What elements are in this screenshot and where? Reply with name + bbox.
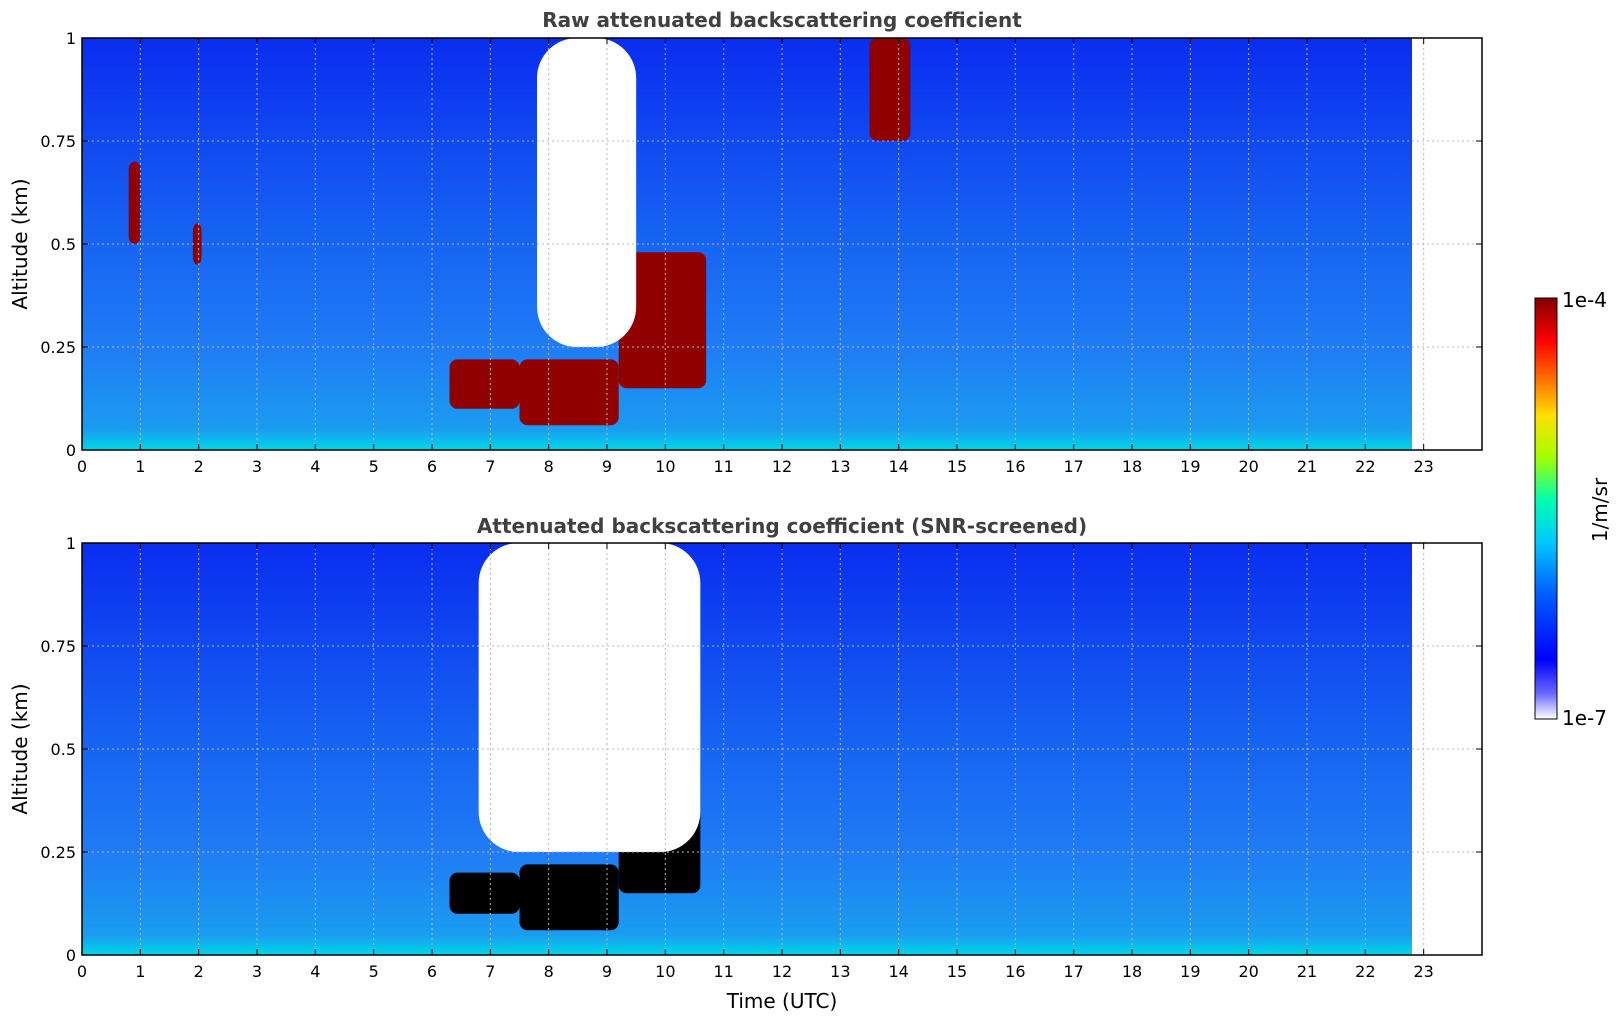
x-tick-label: 23	[1413, 457, 1433, 476]
x-tick-label: 8	[544, 457, 554, 476]
x-tick-label: 10	[655, 962, 675, 981]
x-tick-label: 2	[194, 962, 204, 981]
x-tick-label: 15	[947, 457, 967, 476]
x-axis-label: Time (UTC)	[726, 989, 838, 1013]
y-tick-label: 0	[66, 946, 76, 965]
x-tick-label: 16	[1005, 962, 1025, 981]
y-tick-label: 0.75	[40, 637, 76, 656]
x-tick-label: 21	[1297, 962, 1317, 981]
y-tick-label: 0.5	[51, 235, 76, 254]
colorbar: 1e-4 1e-7 1/m/sr	[1534, 288, 1612, 730]
y-tick-label: 0.25	[40, 843, 76, 862]
x-tick-label: 13	[830, 457, 850, 476]
y-tick-label: 1	[66, 29, 76, 48]
colorbar-max-label: 1e-4	[1562, 288, 1607, 312]
x-tick-label: 3	[252, 962, 262, 981]
x-tick-label: 9	[602, 962, 612, 981]
heatmap-feature-saturated	[519, 864, 619, 931]
x-tick-label: 11	[713, 962, 733, 981]
x-tick-label: 0	[77, 962, 87, 981]
panel-title: Raw attenuated backscattering coefficien…	[542, 8, 1022, 32]
x-tick-label: 0	[77, 457, 87, 476]
panel-raw: Raw attenuated backscattering coefficien…	[8, 8, 1483, 476]
y-tick-label: 0.25	[40, 338, 76, 357]
heatmap-feature-missing	[478, 543, 701, 852]
y-tick-label: 1	[66, 534, 76, 553]
x-tick-label: 17	[1063, 457, 1083, 476]
x-tick-label: 1	[135, 962, 145, 981]
x-tick-label: 20	[1238, 962, 1258, 981]
x-tick-label: 6	[427, 962, 437, 981]
colorbar-unit-label: 1/m/sr	[1588, 477, 1612, 542]
x-tick-label: 18	[1122, 457, 1142, 476]
x-tick-label: 6	[427, 457, 437, 476]
x-tick-label: 14	[888, 962, 908, 981]
x-tick-label: 11	[713, 457, 733, 476]
x-tick-label: 7	[485, 962, 495, 981]
heatmap-feature-high	[869, 38, 911, 141]
x-tick-label: 18	[1122, 962, 1142, 981]
y-axis-label: Altitude (km)	[8, 178, 32, 309]
x-tick-label: 22	[1355, 962, 1375, 981]
heatmap-feature-high	[618, 252, 707, 389]
colorbar-gradient	[1534, 297, 1558, 720]
x-tick-label: 23	[1413, 962, 1433, 981]
heatmap-feature-missing	[537, 38, 637, 347]
x-tick-label: 9	[602, 457, 612, 476]
y-tick-label: 0.75	[40, 132, 76, 151]
panel-screened: Attenuated backscattering coefficient (S…	[8, 514, 1483, 1013]
panel-title: Attenuated backscattering coefficient (S…	[477, 514, 1087, 538]
x-tick-label: 12	[772, 457, 792, 476]
x-tick-label: 5	[369, 457, 379, 476]
x-tick-label: 5	[369, 962, 379, 981]
x-tick-label: 12	[772, 962, 792, 981]
x-tick-label: 19	[1180, 457, 1200, 476]
x-tick-label: 3	[252, 457, 262, 476]
x-tick-label: 22	[1355, 457, 1375, 476]
x-tick-label: 13	[830, 962, 850, 981]
y-tick-label: 0	[66, 441, 76, 460]
y-axis-label: Altitude (km)	[8, 683, 32, 814]
y-tick-label: 0.5	[51, 740, 76, 759]
x-tick-label: 16	[1005, 457, 1025, 476]
x-tick-label: 1	[135, 457, 145, 476]
x-tick-label: 4	[310, 457, 320, 476]
x-tick-label: 2	[194, 457, 204, 476]
x-tick-label: 17	[1063, 962, 1083, 981]
heatmap-feature-high	[449, 359, 520, 409]
heatmap-feature-high	[519, 359, 619, 426]
heatmap-feature-saturated	[449, 872, 520, 914]
x-tick-label: 8	[544, 962, 554, 981]
x-tick-label: 15	[947, 962, 967, 981]
x-tick-label: 10	[655, 457, 675, 476]
x-tick-label: 19	[1180, 962, 1200, 981]
x-tick-label: 20	[1238, 457, 1258, 476]
x-tick-label: 21	[1297, 457, 1317, 476]
x-tick-label: 14	[888, 457, 908, 476]
heatmap-feature-high	[128, 161, 141, 244]
x-tick-label: 4	[310, 962, 320, 981]
colorbar-min-label: 1e-7	[1562, 706, 1607, 730]
x-tick-label: 7	[485, 457, 495, 476]
